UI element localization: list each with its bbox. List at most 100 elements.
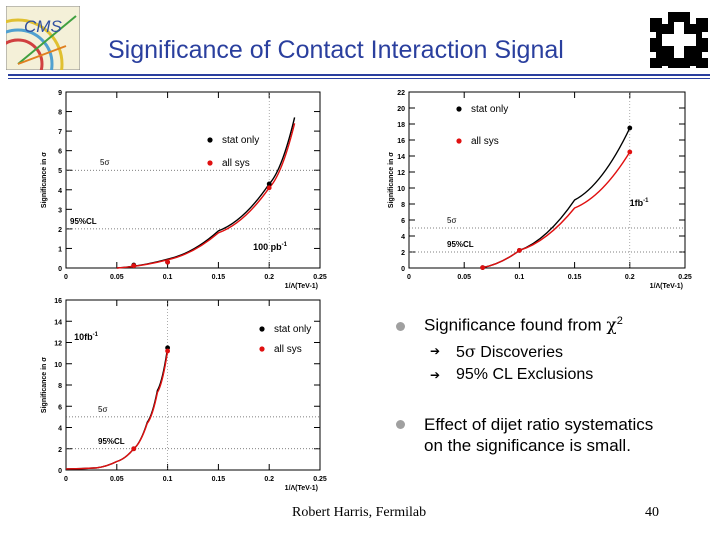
data-point-all-sys <box>131 263 137 269</box>
sub-text: 5 <box>456 343 465 361</box>
header-rule-top <box>8 74 710 76</box>
reference-label: 95%CL <box>70 217 97 226</box>
data-point-all-sys <box>517 248 522 253</box>
reference-label: 5σ <box>98 405 107 414</box>
chart-1fb: 0 2 4 6 8 10 12 14 16 18 20 22 0 0.05 0.1 0.15 0.2 0.25 1/… <box>388 90 692 290</box>
header-rule-bottom <box>8 78 710 79</box>
x-tick-label: 0.05 <box>110 274 124 281</box>
x-axis-label: 1/Λ(TeV-1) <box>285 283 318 290</box>
y-tick-label: 2 <box>401 250 405 257</box>
x-tick-label: 0 <box>64 476 68 483</box>
y-tick-label: 3 <box>58 207 62 214</box>
reference-label: 5σ <box>100 158 109 167</box>
reference-label: 95%CL <box>447 240 474 249</box>
y-axis-label: Significance in σ <box>41 357 48 413</box>
data-point-all-sys <box>627 149 633 155</box>
y-tick-label: 4 <box>58 188 62 195</box>
bullet-text-line2: on the significance is small. <box>424 436 631 455</box>
y-tick-label: 4 <box>401 234 405 241</box>
series-curve-all-sys <box>116 123 296 269</box>
subbullet-exclusions: ➔ 95% CL Exclusions <box>430 366 696 384</box>
arrow-icon: ➔ <box>430 367 441 382</box>
x-tick-label: 0 <box>407 274 411 281</box>
x-tick-label: 0.15 <box>212 274 226 281</box>
x-tick-label: 0.25 <box>678 274 692 281</box>
legend-marker <box>207 160 213 166</box>
data-point-all-sys <box>266 185 272 191</box>
y-tick-label: 0 <box>58 468 62 475</box>
x-tick-label: 0.15 <box>212 476 226 483</box>
data-point-all-sys <box>131 446 137 452</box>
legend-label: all sys <box>274 344 302 355</box>
slide-title: Significance of Contact Interaction Sign… <box>108 36 564 64</box>
luminosity-superscript: -1 <box>93 332 99 338</box>
y-tick-label: 0 <box>58 266 62 273</box>
cms-logo-text: CMS <box>24 17 62 36</box>
plot-frame <box>65 91 321 269</box>
x-tick-label: 0.25 <box>313 476 327 483</box>
x-tick-label: 0.2 <box>264 476 274 483</box>
y-tick-label: 6 <box>401 218 405 225</box>
x-tick-label: 0.25 <box>313 274 327 281</box>
bullet-text-line1: Effect of dijet ratio systematics <box>424 415 654 434</box>
chi-superscript: 2 <box>616 315 623 327</box>
legend-marker <box>456 106 462 112</box>
y-tick-label: 10 <box>397 186 405 193</box>
y-tick-label: 0 <box>401 266 405 273</box>
y-tick-label: 6 <box>58 404 62 411</box>
y-tick-label: 16 <box>54 298 62 305</box>
legend-label: stat only <box>274 324 311 335</box>
y-tick-label: 10 <box>54 362 62 369</box>
x-tick-label: 0.1 <box>515 274 525 281</box>
x-tick-label: 0.15 <box>568 274 582 281</box>
x-axis-label: 1/Λ(TeV-1) <box>650 283 683 290</box>
plot-frame <box>65 299 321 471</box>
data-point-all-sys <box>165 348 171 354</box>
luminosity-label: 100 pb-1 <box>253 242 288 252</box>
y-tick-label: 20 <box>397 106 405 113</box>
sigma-symbol: σ <box>464 341 476 361</box>
legend-marker <box>456 138 462 144</box>
y-tick-label: 2 <box>58 447 62 454</box>
x-tick-label: 0 <box>64 274 68 281</box>
sub-text: Discoveries <box>475 343 563 361</box>
legend-label: all sys <box>471 136 499 147</box>
y-axis-label: Significance in σ <box>41 152 48 208</box>
arrow-icon: ➔ <box>430 343 441 358</box>
cms-logo: CMS <box>6 6 80 70</box>
data-point-all-sys <box>480 265 486 270</box>
x-tick-label: 0.2 <box>264 274 274 281</box>
legend-marker <box>259 346 265 352</box>
fermilab-logo <box>650 12 708 68</box>
x-axis-label: 1/Λ(TeV-1) <box>285 485 318 492</box>
luminosity-label: 1fb-1 <box>630 198 649 208</box>
legend-label: stat only <box>222 135 259 146</box>
series-curve-all-sys <box>482 151 631 269</box>
y-tick-label: 12 <box>54 341 62 348</box>
luminosity-superscript: -1 <box>282 242 288 248</box>
y-tick-label: 1 <box>58 246 62 253</box>
x-tick-label: 0.05 <box>457 274 471 281</box>
legend-marker <box>207 137 213 143</box>
y-tick-label: 8 <box>401 202 405 209</box>
y-tick-label: 14 <box>397 154 405 161</box>
y-tick-label: 12 <box>397 170 405 177</box>
chi-symbol: χ <box>606 315 617 336</box>
data-point-all-sys <box>165 259 171 265</box>
y-tick-label: 4 <box>58 426 62 433</box>
y-tick-label: 9 <box>58 90 62 97</box>
x-tick-label: 0.05 <box>110 476 124 483</box>
subbullet-discoveries: ➔ 5σ Discoveries <box>430 341 696 362</box>
y-tick-label: 5 <box>58 168 62 175</box>
x-tick-label: 0.1 <box>163 274 173 281</box>
x-tick-label: 0.1 <box>163 476 173 483</box>
y-tick-label: 7 <box>58 129 62 136</box>
x-tick-label: 0.2 <box>625 274 635 281</box>
bullet-significance: Significance found from χ2 ➔ 5σ Discover… <box>396 315 696 384</box>
y-tick-label: 6 <box>58 149 62 156</box>
y-tick-label: 22 <box>397 90 405 97</box>
y-tick-label: 2 <box>58 227 62 234</box>
chart-10fb: 0 2 4 6 8 10 12 14 16 0 0.05 0.1 0.15 0.2 0.25 1/Λ(TeV-… <box>41 298 327 492</box>
bullet-text: Significance found from <box>424 315 607 335</box>
reference-label: 95%CL <box>98 437 125 446</box>
